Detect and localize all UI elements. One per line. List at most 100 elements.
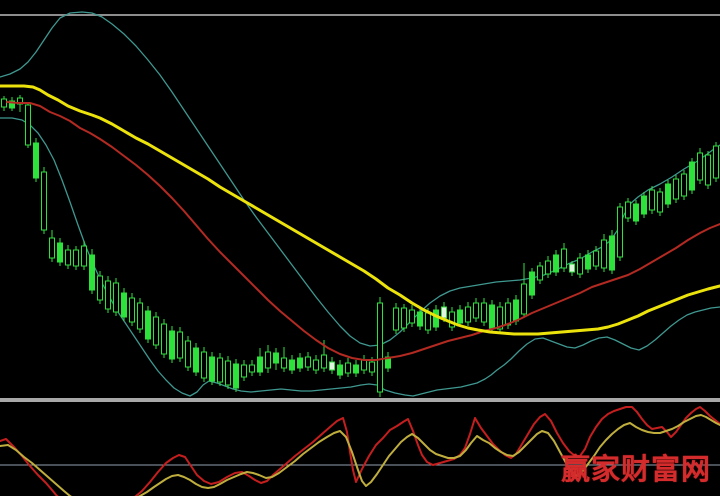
candle: [385, 352, 391, 372]
candle: [297, 353, 303, 372]
candle: [113, 278, 119, 316]
candle-body: [673, 178, 679, 200]
candle: [209, 352, 215, 385]
candle-body: [81, 245, 87, 267]
candle-body: [689, 161, 695, 191]
candle-body: [625, 201, 631, 219]
moving-averages: [0, 84, 720, 361]
candle-body: [457, 309, 463, 324]
candle: [377, 297, 383, 397]
candle: [609, 230, 615, 274]
candle: [225, 356, 231, 389]
candle-body: [289, 359, 295, 371]
candle: [305, 352, 311, 371]
candle: [289, 355, 295, 374]
candle-body: [233, 363, 239, 389]
candle: [265, 345, 271, 373]
candle: [89, 249, 95, 294]
candle: [1, 96, 7, 111]
candle-body: [505, 302, 511, 326]
candle-body: [169, 330, 175, 360]
candle: [665, 180, 671, 208]
candle: [41, 167, 47, 234]
candle: [137, 298, 143, 333]
candle: [73, 246, 79, 270]
candle-body: [465, 306, 471, 323]
candle: [337, 360, 343, 379]
candle: [257, 348, 263, 376]
candle: [81, 241, 87, 270]
candle: [449, 307, 455, 331]
candle-body: [641, 195, 647, 215]
candle: [673, 175, 679, 203]
candle-body: [433, 309, 439, 328]
candle-body: [89, 254, 95, 291]
candle-body: [329, 361, 335, 371]
candle-body: [177, 331, 183, 359]
candle-body: [185, 340, 191, 368]
candle: [601, 234, 607, 272]
candle: [401, 304, 407, 332]
candle-body: [249, 364, 255, 373]
candle-body: [105, 280, 111, 310]
candle: [393, 303, 399, 334]
ma-fast-yellow-line: [0, 84, 720, 336]
candle-body: [225, 360, 231, 386]
candle: [577, 253, 583, 278]
candle: [473, 298, 479, 322]
candle: [281, 347, 287, 372]
candle-body: [273, 352, 279, 364]
bollinger-bands: [0, 11, 720, 397]
candle: [489, 300, 495, 332]
candle: [465, 302, 471, 326]
candle-body: [321, 354, 327, 369]
candle: [625, 198, 631, 222]
candle: [49, 230, 55, 262]
candle-body: [393, 307, 399, 331]
candle-body: [9, 100, 15, 109]
candles: [1, 95, 719, 397]
candle: [593, 246, 599, 270]
candle: [273, 348, 279, 370]
candle: [185, 336, 191, 371]
candle-body: [1, 98, 7, 108]
candle-body: [361, 359, 367, 371]
candle-body: [241, 364, 247, 378]
candle-body: [425, 312, 431, 331]
candle-body: [665, 183, 671, 205]
candle-body: [257, 356, 263, 373]
candle-body: [193, 347, 199, 373]
candle: [417, 307, 423, 330]
candle: [217, 353, 223, 386]
candle-body: [569, 263, 575, 273]
candle-body: [121, 292, 127, 318]
candle-body: [441, 306, 447, 319]
candle: [345, 358, 351, 377]
candle: [161, 319, 167, 358]
candle: [553, 250, 559, 276]
candle-body: [25, 104, 31, 146]
candle-body: [497, 306, 503, 330]
candle: [329, 357, 335, 374]
candle: [713, 142, 719, 182]
candle-body: [409, 309, 415, 324]
candle-body: [65, 249, 71, 266]
candle-body: [305, 356, 311, 368]
candle-body: [129, 297, 135, 323]
candle: [249, 360, 255, 376]
candle: [689, 158, 695, 194]
bollinger-upper-line: [0, 11, 720, 347]
candle-body: [49, 237, 55, 259]
candle-body: [201, 351, 207, 379]
candle-body: [681, 173, 687, 197]
candle: [409, 305, 415, 327]
candle-body: [481, 302, 487, 323]
candle: [129, 293, 135, 326]
candle-body: [401, 307, 407, 329]
candle-body: [585, 254, 591, 270]
candle: [521, 263, 527, 318]
candle-body: [73, 249, 79, 267]
candle: [649, 186, 655, 214]
